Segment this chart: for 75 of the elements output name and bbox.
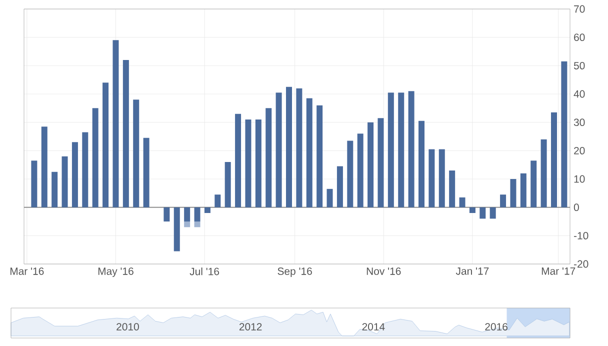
bar xyxy=(62,156,68,208)
bar xyxy=(398,92,404,208)
x-tick-label: 2010 xyxy=(116,323,139,330)
bar xyxy=(306,98,312,208)
bar xyxy=(418,120,424,208)
y-tick-label: 50 xyxy=(574,62,585,70)
y-tick-label: 60 xyxy=(574,34,585,42)
bar xyxy=(194,207,200,222)
x-tick-label: 2016 xyxy=(485,323,508,330)
bar xyxy=(204,207,210,213)
y-tick-label: 10 xyxy=(574,175,585,183)
bar xyxy=(510,179,516,208)
bar xyxy=(112,40,119,208)
bar xyxy=(276,92,282,208)
bar xyxy=(500,194,506,208)
bar xyxy=(194,222,200,228)
bar xyxy=(174,207,180,252)
bar xyxy=(52,172,58,208)
x-tick-label: Sep '16 xyxy=(278,268,312,277)
bar xyxy=(388,92,394,208)
bar xyxy=(92,108,98,208)
bar xyxy=(184,207,190,222)
bar xyxy=(224,162,231,208)
bar xyxy=(122,60,129,208)
bar xyxy=(490,207,496,219)
bar xyxy=(245,120,252,208)
y-tick-label: 70 xyxy=(574,5,585,13)
x-tick-label: Jul '16 xyxy=(190,268,220,276)
bar xyxy=(143,138,150,208)
bar xyxy=(428,149,435,208)
bar xyxy=(469,207,476,213)
bar xyxy=(31,160,38,208)
bar xyxy=(316,105,323,208)
bar xyxy=(235,114,242,208)
y-tick-label: 30 xyxy=(574,118,585,126)
y-tick-label: 20 xyxy=(574,146,585,154)
bar xyxy=(438,149,445,208)
bar xyxy=(214,194,221,208)
x-tick-label: May '16 xyxy=(98,268,134,277)
bar xyxy=(326,188,333,208)
bar xyxy=(296,88,302,208)
bar xyxy=(408,91,414,208)
bar xyxy=(336,166,343,208)
bar xyxy=(72,142,78,208)
bar xyxy=(449,170,456,208)
bar xyxy=(368,122,374,208)
bar xyxy=(164,207,170,222)
bar xyxy=(520,173,526,208)
y-tick-label: -20 xyxy=(574,260,588,268)
x-tick-label: Mar '16 xyxy=(10,268,44,275)
bar xyxy=(540,139,547,208)
bar xyxy=(102,82,109,208)
bar xyxy=(357,134,364,208)
bar xyxy=(459,197,466,208)
x-tick-label: 2014 xyxy=(362,323,385,330)
bar xyxy=(286,86,292,208)
x-tick-label: Jan '17 xyxy=(456,268,489,275)
x-tick-label: Nov '16 xyxy=(366,268,401,275)
bar xyxy=(184,222,190,228)
bar xyxy=(480,207,486,219)
bar xyxy=(266,108,272,208)
bar xyxy=(255,120,262,208)
x-tick-label: Mar '17 xyxy=(542,268,576,275)
y-tick-label: 0 xyxy=(574,204,579,212)
bar xyxy=(82,132,88,208)
bar xyxy=(133,100,140,208)
x-tick-label: 2012 xyxy=(239,323,262,330)
bar xyxy=(530,160,537,208)
bar xyxy=(378,118,384,208)
y-tick-label: -10 xyxy=(574,232,588,240)
bar xyxy=(347,140,354,208)
bar xyxy=(550,112,557,208)
bar xyxy=(41,126,48,208)
bar xyxy=(561,61,568,208)
y-tick-label: 40 xyxy=(574,90,585,98)
